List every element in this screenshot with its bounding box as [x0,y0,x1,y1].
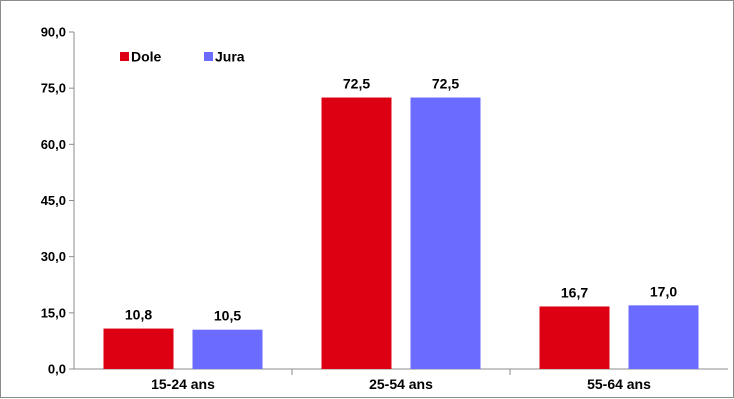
y-tick-label: 60,0 [41,137,66,152]
x-category-label: 55-64 ans [587,376,651,392]
data-label: 16,7 [561,284,588,300]
x-category-label: 15-24 ans [151,376,215,392]
data-label: 72,5 [432,76,459,92]
legend-swatch-jura [204,52,213,61]
legend: Dole Jura [120,49,245,65]
y-tick-label: 15,0 [41,305,66,320]
bar-jura-3 [629,305,699,369]
data-label: 10,5 [214,308,241,324]
x-axis: 15-24 ans 25-54 ans 55-64 ans [74,369,728,392]
x-category-label: 25-54 ans [369,376,433,392]
bar-dole-3 [540,306,610,369]
y-tick-label: 75,0 [41,81,66,96]
data-label: 10,8 [125,307,152,323]
bars [104,98,699,369]
legend-label-jura: Jura [215,49,245,65]
data-label: 72,5 [343,76,370,92]
y-tick-label: 90,0 [41,25,66,40]
legend-swatch-dole [120,52,129,61]
bar-dole-1 [104,329,174,369]
y-axis: 0,0 15,0 30,0 45,0 60,0 75,0 90,0 [41,25,74,377]
y-tick-label: 45,0 [41,193,66,208]
data-labels: 10,8 10,5 72,5 72,5 16,7 17,0 [125,76,677,324]
bar-dole-2 [322,98,392,369]
data-label: 17,0 [650,283,677,299]
y-tick-label: 30,0 [41,249,66,264]
bar-jura-1 [193,330,263,369]
y-tick-label: 0,0 [48,362,66,377]
bar-jura-2 [411,98,481,369]
legend-label-dole: Dole [131,49,162,65]
